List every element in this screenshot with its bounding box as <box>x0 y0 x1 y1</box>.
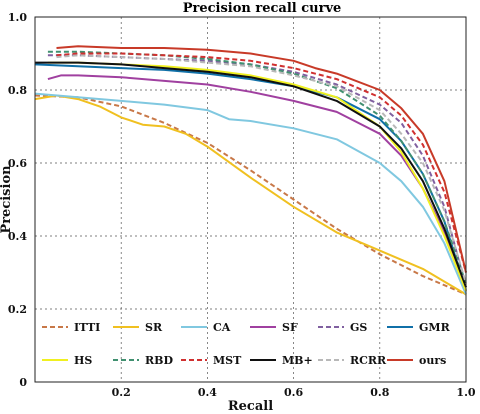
legend-label: SR <box>145 321 163 334</box>
series-line-rbd <box>47 50 467 284</box>
y-tick-label: 0.4 <box>8 230 27 243</box>
legend-label: ours <box>419 354 446 367</box>
y-tick-label: 0.2 <box>8 303 27 316</box>
y-tick-label: 1.0 <box>8 11 27 24</box>
series-line-itti <box>34 94 467 296</box>
series-layer <box>34 45 467 296</box>
series-line-ours <box>56 45 467 273</box>
series-line-rcrr <box>56 54 467 284</box>
y-tick-label: 0 <box>19 376 27 389</box>
legend-label: GMR <box>419 321 451 334</box>
plot-frame <box>34 16 467 383</box>
legend-label: RBD <box>145 354 173 367</box>
legend-label: HS <box>74 354 92 367</box>
legend-label: CA <box>213 321 231 334</box>
legend: ITTI SR CA SF GS GMR HS RBD MST MB+ RCRR ours <box>42 321 451 367</box>
y-tick-label: 0.6 <box>8 157 27 170</box>
x-tick-label: 1.0 <box>456 386 475 399</box>
series-line-ca <box>34 92 467 295</box>
series-line-mb- <box>35 61 467 288</box>
series-line-mst <box>56 52 467 273</box>
series-line-hs <box>47 61 467 292</box>
legend-label: GS <box>350 321 367 334</box>
legend-label: RCRR <box>350 354 387 367</box>
series-line-sr <box>34 94 467 296</box>
tick-labels: 0.2 0.4 0.6 0.8 1.0 0 0.2 0.4 0.6 0.8 1.0 <box>8 11 476 399</box>
x-tick-label: 0.2 <box>112 386 131 399</box>
legend-label: SF <box>282 321 298 334</box>
x-tick-label: 0.4 <box>198 386 217 399</box>
x-tick-label: 0.8 <box>370 386 389 399</box>
legend-label: ITTI <box>74 321 100 334</box>
chart-title: Precision recall curve <box>183 1 342 16</box>
legend-label: MB+ <box>282 354 313 367</box>
y-axis-label: Precision <box>0 165 14 234</box>
legend-label: MST <box>213 354 242 367</box>
y-tick-label: 0.8 <box>8 84 27 97</box>
x-tick-label: 0.6 <box>284 386 303 399</box>
x-axis-label: Recall <box>228 399 273 414</box>
